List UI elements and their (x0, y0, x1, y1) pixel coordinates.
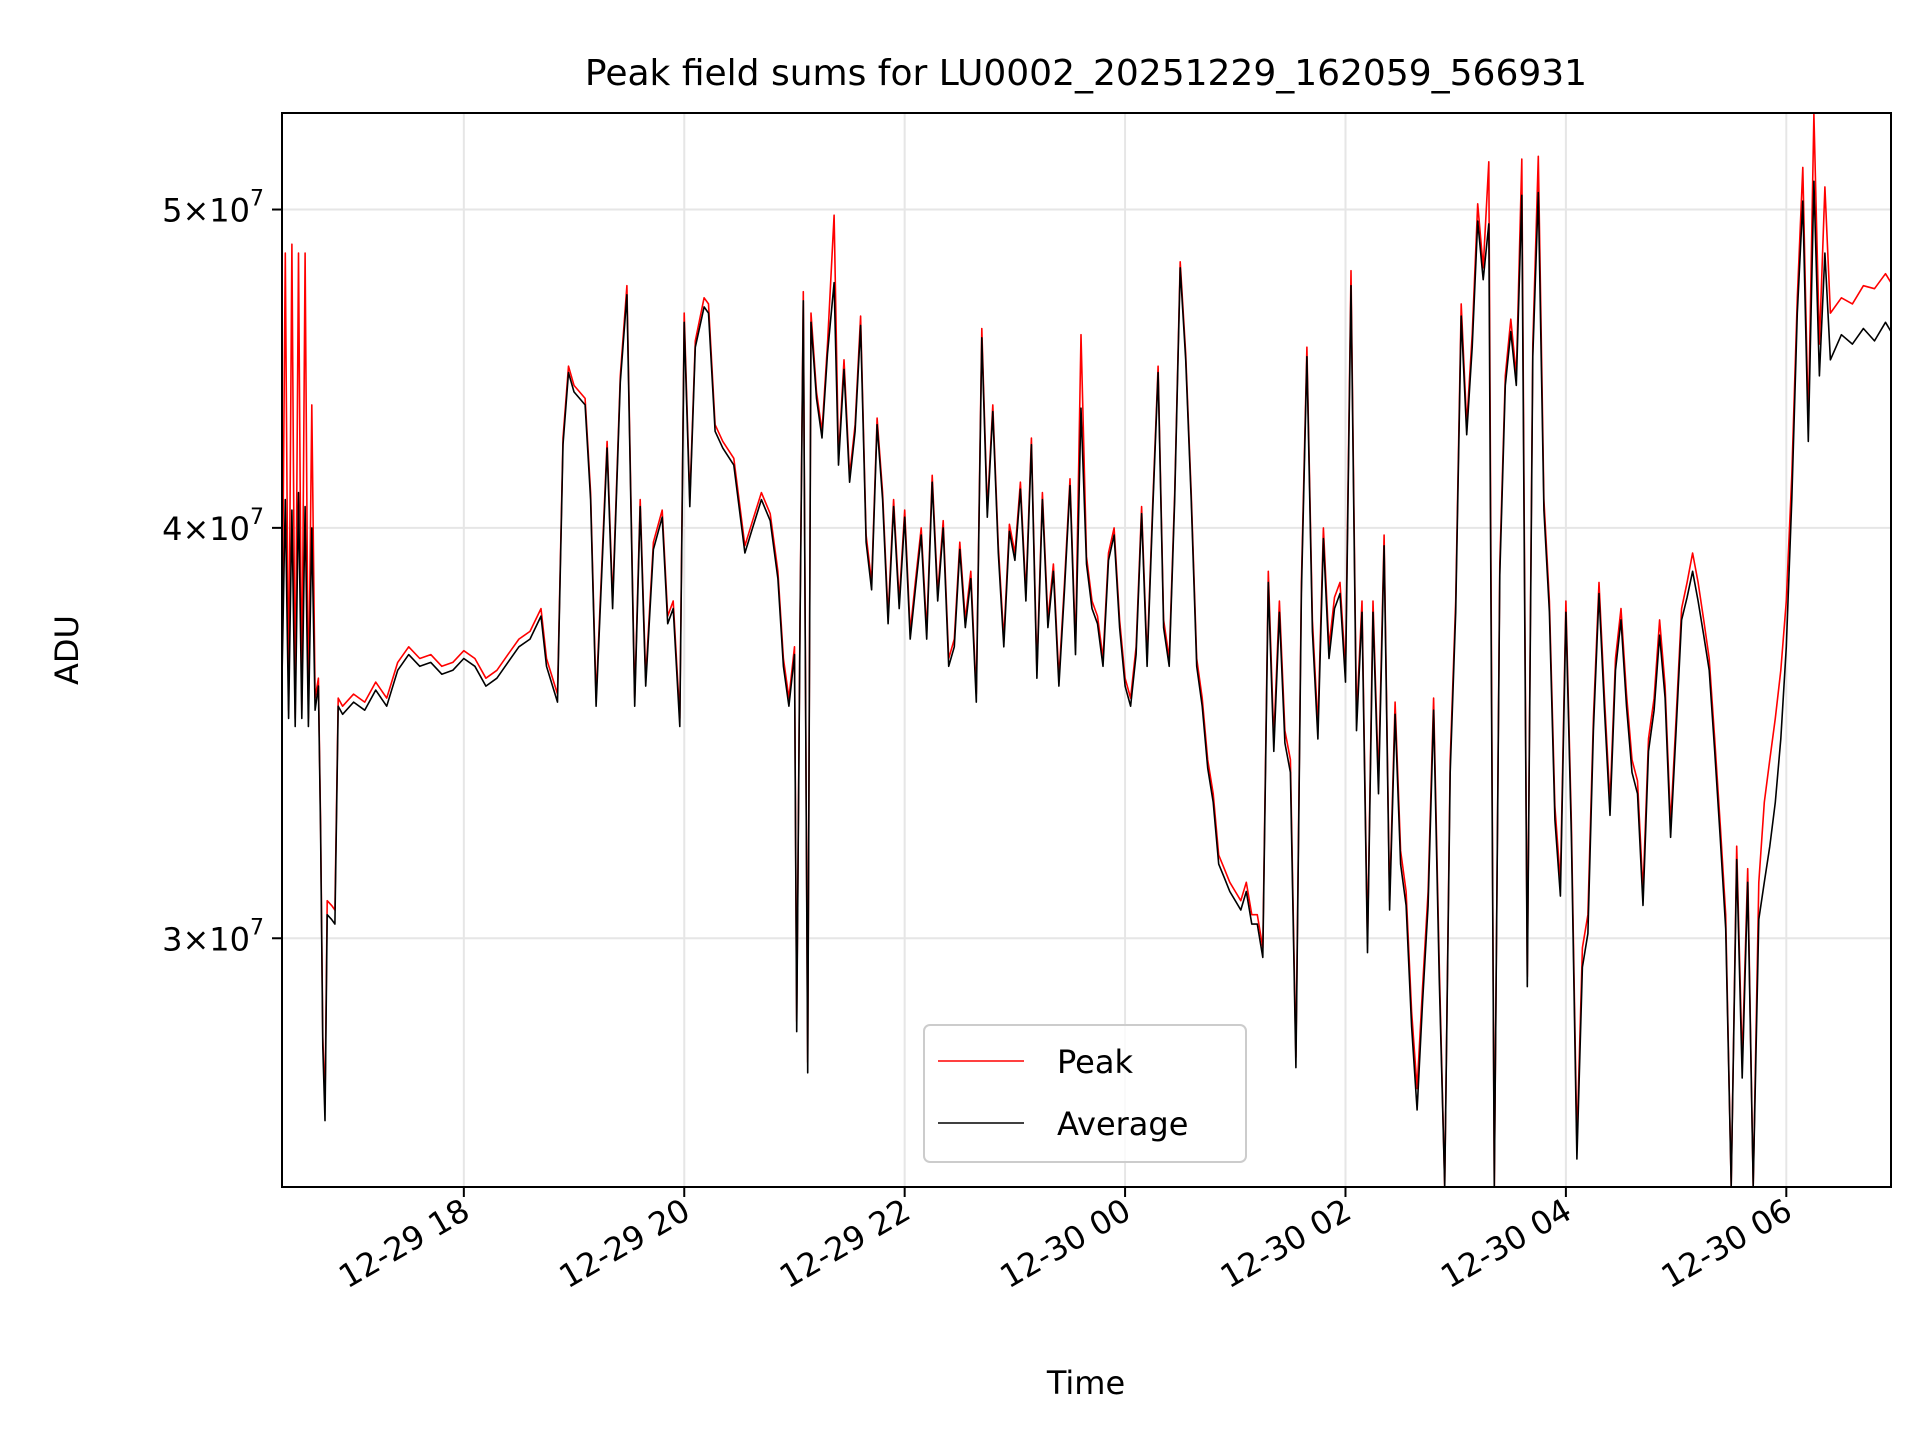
y-tick-label-0: 3×107 (162, 915, 264, 958)
y-tick-label-2: 5×107 (162, 187, 264, 230)
legend-box (923, 1024, 1247, 1163)
chart-title: Peak field sums for LU0002_20251229_1620… (585, 53, 1587, 94)
x-axis-label: Time (1046, 1364, 1125, 1402)
series-line-average (281, 180, 1892, 1187)
legend-label-average: Average (1057, 1105, 1188, 1143)
y-tick-label-1: 4×107 (162, 505, 264, 548)
legend-label-peak: Peak (1057, 1043, 1133, 1081)
plot-frame (281, 112, 1892, 1188)
y-axis-label: ADU (48, 615, 86, 685)
series-lines (281, 113, 1892, 1187)
legend: Peak Average (923, 1024, 1247, 1163)
y-axis-ticks: 3×107 4×107 5×107 (162, 187, 282, 958)
